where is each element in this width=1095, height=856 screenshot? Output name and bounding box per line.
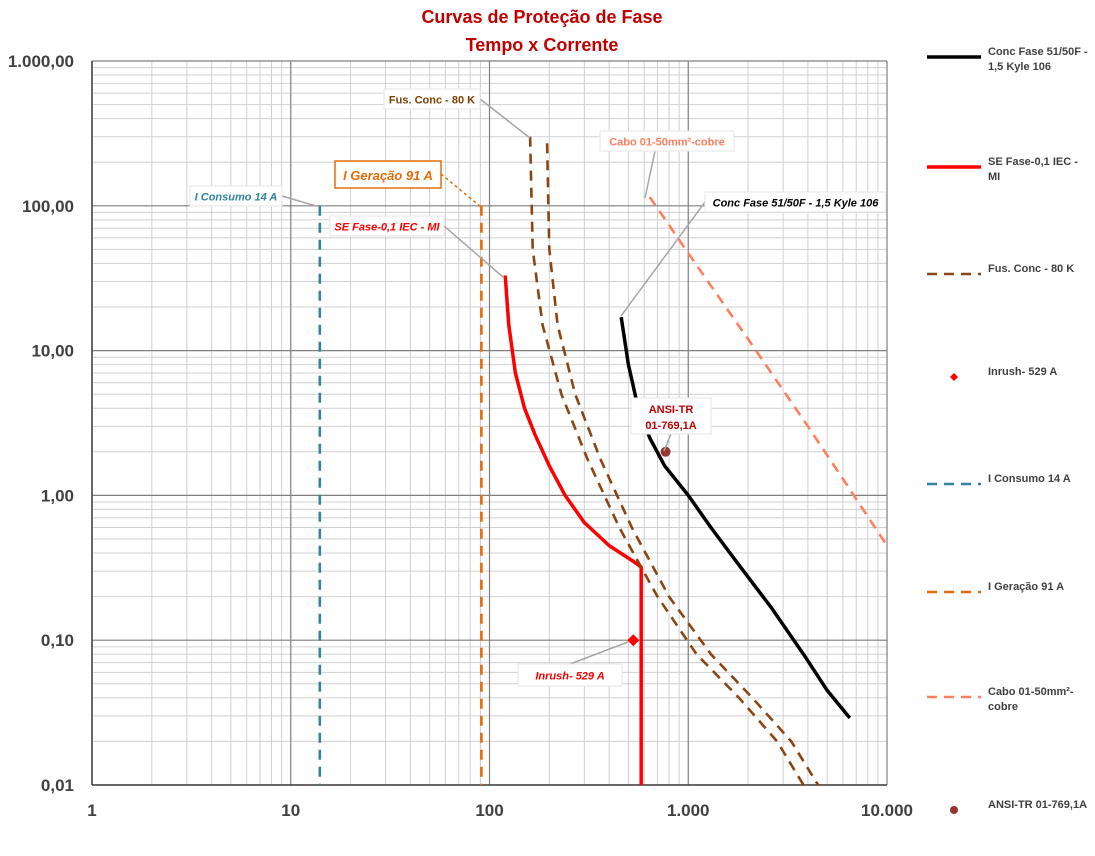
legend-swatch [927,272,981,276]
legend-item: Cabo 01-50mm²-cobre [925,685,1090,725]
x-tick-label: 10 [281,801,300,820]
legend-label: ANSI-TR 01-769,1A [988,799,1088,811]
annotation-line: Cabo 01-50mm²-cobre [609,137,725,149]
y-tick-label: 100,00 [22,197,74,216]
series-line-fus-conc-80-k-max [545,143,820,786]
x-tick-label: 100 [475,801,503,820]
legend-item: I Consumo 14 A [925,472,1090,512]
legend-swatch [927,165,981,169]
chart-title: Curvas de Proteção de Fase [421,7,662,27]
legend-label: I Geração 91 A [988,581,1065,593]
legend-swatch [927,695,981,699]
annotation-box [334,160,442,189]
series-point-ansi-tr-01-769-1a [660,446,671,457]
legend-label: I Consumo 14 A [988,473,1071,485]
annotation-box [599,130,735,152]
annotation-label: Inrush- 529 A [535,671,604,683]
chart-subtitle: Tempo x Corrente [466,35,619,55]
series-layer [318,136,889,786]
annotation-label: I Geração 91 A [343,168,433,183]
legend-swatch-marker [950,806,958,814]
y-tick-label: 0,10 [41,631,74,650]
annotation-line: ANSI-TR [649,404,694,416]
annotation-line: 01-769,1A [645,420,696,432]
grid [91,60,888,786]
annotation-leader [620,201,706,317]
legend-item: I Geração 91 A [925,580,1090,620]
series-line-cabo-01-50mm-cobre [648,196,889,547]
annotation-leader [281,195,317,207]
annotation-label: Fus. Conc - 80 K [389,95,475,107]
legend-item: Conc Fase 51/50F - 1,5 Kyle 106 [925,45,1090,85]
series-line-se-fase-0-1-iec-mi [503,275,643,785]
legend-swatch [927,590,981,594]
annotations-layer: Fus. Conc - 80 K Cabo 01-50mm²-cobre I Ger… [189,88,887,687]
annotation-line: Inrush- 529 A [535,671,604,683]
annotation-label: I Consumo 14 A [195,192,278,204]
legend-label: Inrush- 529 A [988,366,1058,378]
legend-label: Cabo 01-50mm²-cobre [988,686,1074,713]
annotation-label: Cabo 01-50mm²-cobre [609,137,725,149]
annotation-leader [663,433,672,452]
annotation-box [189,185,283,207]
annotation-box [517,663,623,687]
series-point-inrush-529-a [627,634,640,647]
x-tick-label: 1 [87,801,96,820]
legend-label: Conc Fase 51/50F - 1,5 Kyle 106 [988,46,1088,73]
y-tick-label: 1.000,00 [8,52,74,71]
y-tick-label: 1,00 [41,486,74,505]
legend-swatch [950,806,958,814]
legend-swatch [927,482,981,486]
legend-item: Fus. Conc - 80 K [925,262,1090,302]
legend-swatch-marker [950,373,958,381]
annotation-leader [569,641,629,665]
annotation-line: I Consumo 14 A [195,192,278,204]
annotation-box [704,191,887,213]
legend-swatch [927,55,981,59]
annotation-box [630,397,712,435]
legend-label: SE Fase-0,1 IEC - MI [988,156,1078,183]
legend-swatch [950,373,958,381]
y-tick-label: 10,00 [31,342,74,361]
annotation-leader [443,225,504,278]
x-tick-label: 1.000 [667,801,710,820]
axes: 1 10 100 1.000 10.000 0,01 0,10 1,00 10,00 100,00… [8,52,913,820]
y-tick-label: 0,01 [41,776,74,795]
legend-item: Inrush- 529 A [925,365,1090,405]
annotation-label: SE Fase-0,1 IEC - MI [334,222,440,234]
annotation-label: ANSI-TR 01-769,1A [645,404,696,432]
legend-label: Fus. Conc - 80 K [988,263,1075,275]
annotation-leader [479,98,531,139]
annotation-line: Conc Fase 51/50F - 1,5 Kyle 106 [713,198,880,210]
x-tick-label: 10.000 [861,801,913,820]
annotation-line: SE Fase-0,1 IEC - MI [334,222,440,234]
annotation-label: Conc Fase 51/50F - 1,5 Kyle 106 [713,198,880,210]
annotation-box [329,215,445,237]
annotation-leader [440,173,482,208]
annotation-line: I Geração 91 A [343,168,433,183]
legend-item: ANSI-TR 01-769,1A [925,798,1090,838]
legend-item: SE Fase-0,1 IEC - MI [925,155,1090,195]
series-line-fus-conc-80-k [528,136,805,786]
annotation-box [383,88,481,110]
annotation-line: Fus. Conc - 80 K [389,95,475,107]
annotation-leader [644,150,656,199]
